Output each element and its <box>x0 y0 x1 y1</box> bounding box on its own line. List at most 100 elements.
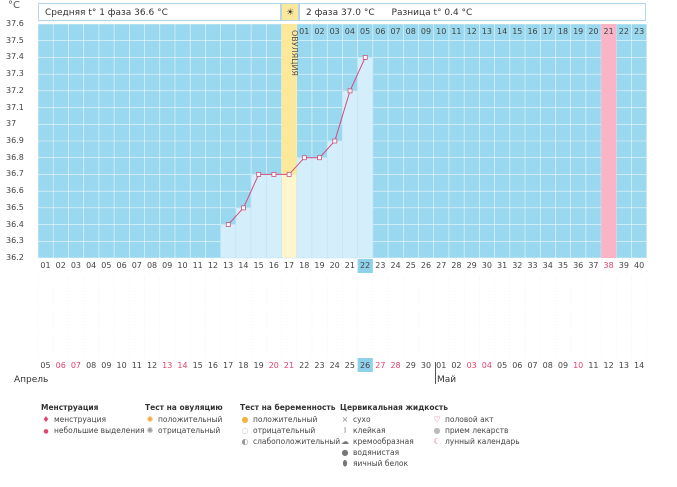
y-tick-label: 37.5 <box>6 35 24 45</box>
cycle-day-label: 23 <box>375 261 386 270</box>
temperature-point <box>256 172 262 177</box>
calendar-date-label: 05 <box>497 361 508 370</box>
y-tick-label: 37.4 <box>6 52 24 62</box>
calendar-date-label: 07 <box>70 361 82 370</box>
phase2-day-label: 16 <box>527 27 538 36</box>
cloud-icon: ☁ <box>341 437 349 446</box>
calendar-date-label: 28 <box>390 361 401 370</box>
month-may: Май <box>437 375 457 385</box>
phase2-day-label: 19 <box>573 27 584 36</box>
cycle-day-label: 27 <box>436 261 447 270</box>
cross-icon: × <box>341 415 349 424</box>
temperature-point <box>347 88 353 94</box>
calendar-date-label: 04 <box>481 361 492 370</box>
y-tick-label: 36.8 <box>6 152 24 162</box>
calendar-date-label: 12 <box>603 361 614 370</box>
heart-icon: ♡ <box>433 415 441 424</box>
temperature-point <box>362 55 368 60</box>
half-circle-icon: ◐ <box>241 437 249 446</box>
temp-bar <box>342 90 358 259</box>
cycle-day-label: 31 <box>497 261 508 270</box>
phase2-day-label: 07 <box>390 27 401 36</box>
legend-cervical-eggwhite: ⬮ яичный белок <box>340 459 408 469</box>
legend-pregtest-weak: ◐ слабоположительный <box>241 437 341 446</box>
cycle-day-label: 34 <box>542 261 553 270</box>
temp-difference: Разница t° 0.4 °C <box>391 8 473 18</box>
phase2-day-label: 09 <box>420 27 432 36</box>
pill-icon: ● <box>433 426 441 435</box>
phase2-day-label: 20 <box>588 27 599 36</box>
legend-cervical-watery: ● водянистая <box>341 448 400 457</box>
drop-icon: ● <box>341 448 349 457</box>
ovulation-label: ОВУЛЯЦИЯ <box>290 30 299 76</box>
calendar-date-label: 27 <box>375 361 386 370</box>
calendar-date-label: 02 <box>451 361 462 370</box>
y-tick-label: 36.4 <box>6 219 24 229</box>
cycle-day-label: 32 <box>512 261 523 270</box>
cycle-day-label: 16 <box>268 261 279 270</box>
cycle-day-label: 19 <box>314 261 325 270</box>
cycle-day-label: 21 <box>344 261 355 270</box>
legend-menstruation: ♦ менструация <box>42 415 106 424</box>
phase2-day-label: 06 <box>375 27 386 36</box>
temp-bar <box>311 157 328 259</box>
calendar-date-label: 13 <box>162 361 173 370</box>
calendar-date-label: 10 <box>573 361 584 370</box>
calendar-date-label: 24 <box>329 361 340 370</box>
calendar-date-label: 06 <box>55 361 66 370</box>
legend-intercourse: ♡ половой акт <box>433 415 494 424</box>
cycle-day-label: 24 <box>390 261 401 270</box>
temp-bar <box>326 140 343 259</box>
legend-medication: ● прием лекарств <box>433 426 509 435</box>
cycle-day-label: 38 <box>603 261 614 270</box>
cycle-day-label: 35 <box>557 261 569 270</box>
phase2-day-label: 04 <box>344 27 355 36</box>
empty-circle-icon: ○ <box>241 426 249 435</box>
month-divider <box>435 362 436 384</box>
temp-bar <box>357 57 374 259</box>
calendar-date-label: 17 <box>223 361 234 370</box>
drop-icon: ♦ <box>42 415 50 424</box>
temp-bar <box>235 207 252 259</box>
period-expected-column <box>601 24 617 258</box>
calendar-date-label: 09 <box>557 361 569 370</box>
calendar-date-label: 18 <box>238 361 249 370</box>
calendar-date-label: 11 <box>131 361 142 370</box>
temperature-point <box>225 222 231 227</box>
phase2-day-label: 14 <box>497 27 508 36</box>
calendar-date-label: 07 <box>527 361 538 370</box>
legend-ovtest-negative: ✺ отрицательный <box>146 426 221 435</box>
legend-moon: ☾ лунный календарь <box>433 437 520 446</box>
current-day-highlight <box>357 259 373 273</box>
calendar-date-label: 16 <box>207 361 218 370</box>
phase2-day-label: 18 <box>557 27 569 36</box>
calendar-date-label: 20 <box>268 361 279 370</box>
cycle-day-label: 17 <box>283 261 295 270</box>
calendar-date-label: 11 <box>588 361 599 370</box>
y-tick-label: 36.3 <box>6 236 24 246</box>
phase2-day-label: 08 <box>405 27 416 36</box>
y-unit-label: °C <box>8 0 20 11</box>
calendar-date-label: 12 <box>146 361 158 370</box>
cycle-day-label: 40 <box>633 261 645 270</box>
temp-bar <box>220 224 237 259</box>
phase2-day-label: 23 <box>633 27 645 36</box>
y-tick-label: 36.6 <box>6 186 24 196</box>
cycle-day-label: 08 <box>146 261 158 270</box>
calendar-date-label: 05 <box>40 361 51 370</box>
temperature-point <box>241 205 246 211</box>
phase2-day-label: 05 <box>360 27 371 36</box>
cycle-day-label: 33 <box>527 261 538 270</box>
phase2-day-label: 13 <box>481 27 492 36</box>
cycle-day-label: 11 <box>192 261 203 270</box>
cycle-day-label: 05 <box>101 261 112 270</box>
calendar-date-label: 19 <box>253 361 264 370</box>
temperature-point <box>286 172 292 177</box>
calendar-date-label: 14 <box>633 361 645 370</box>
calendar-date-label: 22 <box>299 361 310 370</box>
phase2-summary: 2 фаза 37.0 °C Разница t° 0.4 °C <box>299 3 646 21</box>
calendar-date-label: 08 <box>86 361 97 370</box>
cycle-day-label: 04 <box>86 261 97 270</box>
